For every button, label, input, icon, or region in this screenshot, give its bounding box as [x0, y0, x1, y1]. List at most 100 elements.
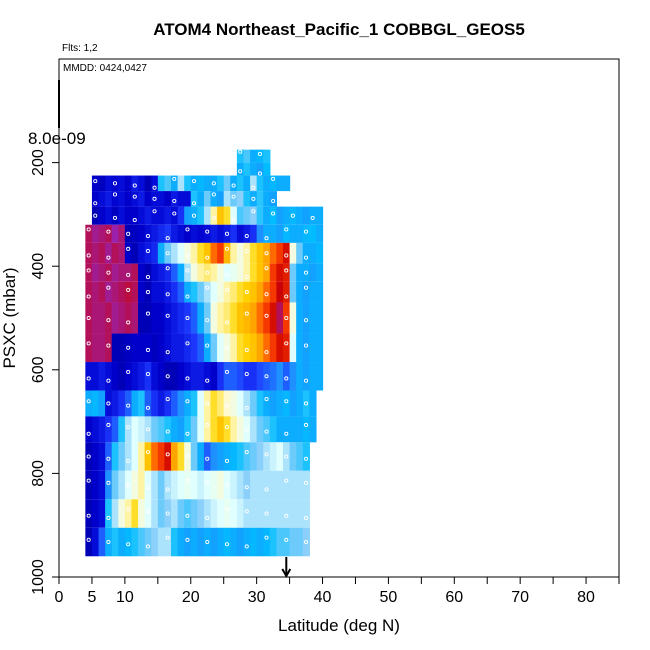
heatmap-cell [296, 242, 304, 264]
observation-point [145, 233, 150, 239]
heatmap-cell [85, 362, 93, 391]
heatmap-cell [309, 302, 317, 334]
heatmap-cell [250, 470, 258, 500]
heatmap-cell [91, 302, 100, 334]
heatmap-cell [256, 281, 264, 303]
heatmap-cell [164, 242, 172, 264]
heatmap-cell [105, 224, 113, 243]
heatmap-cell [269, 242, 278, 264]
observation-point [264, 350, 269, 355]
observation-point [244, 405, 249, 410]
heatmap-cell [157, 175, 166, 192]
heatmap-cell [276, 242, 284, 264]
heatmap-cell [210, 175, 218, 192]
heatmap-cell [118, 242, 126, 264]
observation-point [264, 397, 269, 402]
heatmap-cell [269, 362, 278, 391]
x-tick-label: 30 [248, 589, 266, 606]
observation-point [185, 268, 190, 273]
heatmap-cell [302, 442, 310, 471]
y-tick-label: 400 [30, 253, 47, 280]
heatmap-cell [131, 470, 139, 500]
heatmap-cell [296, 442, 304, 471]
heatmap-cell [256, 206, 264, 225]
heatmap-cell [283, 263, 291, 282]
heatmap-cell [256, 499, 264, 528]
heatmap-cell [269, 206, 278, 225]
heatmap-cell [210, 390, 218, 417]
heatmap-cell [236, 242, 245, 264]
heatmap-cell [250, 527, 258, 557]
observation-point [205, 318, 210, 323]
observation-point [205, 480, 210, 485]
heatmap-cell [283, 175, 291, 192]
heatmap-cell [269, 224, 278, 243]
observation-point [86, 478, 91, 483]
heatmap-cell [164, 416, 172, 443]
heatmap-cell [256, 242, 264, 264]
heatmap-cell [190, 362, 198, 391]
heatmap-cell [250, 206, 258, 225]
observation-point [152, 196, 157, 201]
heatmap-cell [276, 527, 284, 557]
heatmap-cell [243, 149, 251, 163]
heatmap-cell [124, 442, 133, 471]
heatmap-cell [151, 175, 159, 192]
heatmap-cell [263, 281, 271, 303]
heatmap-cell [105, 281, 113, 303]
heatmap-cell [236, 416, 245, 443]
heatmap-cell [217, 527, 225, 557]
heatmap-cell [111, 281, 119, 303]
heatmap-cell [91, 263, 100, 282]
observation-point [132, 194, 137, 199]
heatmap-cell [230, 191, 238, 207]
heatmap-cell [217, 470, 225, 500]
y-axis: 200 400 600 800 1000 [30, 149, 59, 595]
heatmap-cell [315, 302, 324, 334]
heatmap-cell [223, 470, 231, 500]
heatmap-cell [236, 175, 245, 192]
observation-point [165, 397, 170, 402]
heatmap-cell [144, 206, 152, 225]
scale-label: 8.0e-09 [28, 129, 86, 148]
heatmap-cell [171, 470, 179, 500]
heatmap-cell [203, 191, 212, 207]
heatmap-cell [276, 442, 284, 471]
heatmap-cell [223, 390, 231, 417]
heatmap-cell [315, 242, 324, 264]
observation-point [205, 229, 210, 234]
observation-point [106, 456, 111, 461]
heatmap-cell [243, 162, 251, 176]
observation-point [86, 513, 91, 518]
heatmap-cell [302, 362, 310, 391]
observation-point [244, 544, 249, 549]
heatmap-cell [105, 390, 113, 417]
observation-point [126, 272, 131, 277]
heatmap-cell [243, 263, 251, 282]
heatmap-cell [157, 527, 166, 557]
heatmap-cell [210, 206, 218, 225]
heatmap-cell [315, 333, 324, 363]
heatmap-cell [184, 333, 192, 363]
heatmap-cell [91, 333, 100, 363]
heatmap-cell [243, 442, 251, 471]
chart-title: ATOM4 Northeast_Pacific_1 COBBGL_GEOS5 [153, 20, 525, 39]
observation-point [290, 213, 295, 218]
heatmap-cell [296, 302, 304, 334]
heatmap-cell [289, 302, 297, 334]
heatmap-cell [256, 416, 264, 443]
heatmap-cell [230, 362, 238, 391]
heatmap-cell [217, 242, 225, 264]
heatmap-cell [223, 333, 231, 363]
observation-point [126, 542, 131, 547]
x-tick-label: 60 [445, 589, 463, 606]
heatmap-cell [223, 362, 231, 391]
observation-point [244, 347, 249, 353]
observation-point [264, 374, 269, 379]
observation-point [304, 270, 309, 275]
heatmap-cell [190, 390, 198, 417]
observation-point [126, 231, 131, 236]
heatmap-cell [105, 499, 113, 528]
heatmap-cell [138, 302, 146, 334]
heatmap-cell [243, 362, 251, 391]
